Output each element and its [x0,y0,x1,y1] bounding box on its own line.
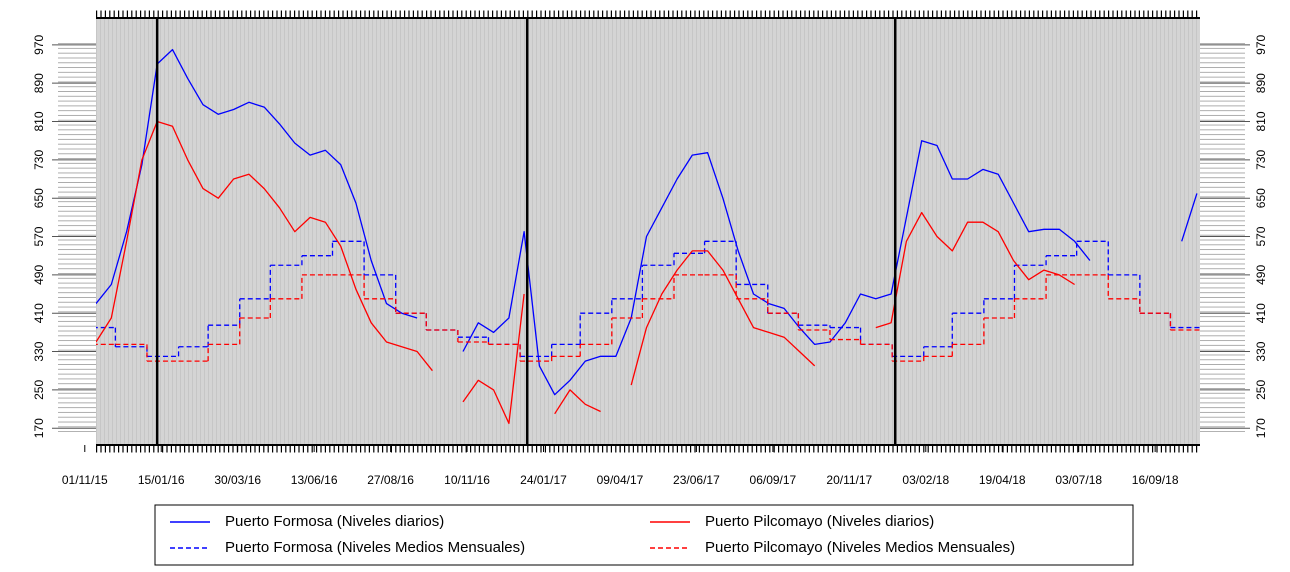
y-tick-label: 330 [32,341,46,361]
x-tick-label: 27/08/16 [367,473,414,487]
x-tick-label: 13/06/16 [291,473,338,487]
y-tick-label: 170 [32,418,46,438]
x-tick-label: 19/04/18 [979,473,1026,487]
x-tick-label: 01/11/15 [62,473,108,487]
x-tick-label: 10/11/16 [444,473,490,487]
y-tick-label-right: 410 [1254,303,1268,323]
legend-label: Puerto Formosa (Niveles diarios) [225,513,444,530]
x-tick-label: 24/01/17 [520,473,567,487]
minor-ticks-left [58,40,96,432]
y-tick-label: 650 [32,188,46,208]
y-tick-label: 730 [32,150,46,170]
daily-line [96,120,1075,425]
x-tick-label: 06/09/17 [750,473,797,487]
y-tick-label: 810 [32,111,46,131]
y-tick-label-right: 250 [1254,380,1268,400]
y-tick-label: 490 [32,265,46,285]
y-tick-label-right: 650 [1254,188,1268,208]
daily-line [96,48,1198,396]
y-tick-label-right: 570 [1254,226,1268,246]
y-tick-label-right: 170 [1254,418,1268,438]
x-tick-label: 15/01/16 [138,473,185,487]
y-tick-label-right: 890 [1254,73,1268,93]
y-tick-label: 250 [32,380,46,400]
x-tick-label: 20/11/17 [826,473,872,487]
y-tick-label-right: 970 [1254,35,1268,55]
x-tick-label: 09/04/17 [597,473,644,487]
plot-background [96,18,1200,445]
legend-label: Puerto Pilcomayo (Niveles diarios) [705,513,934,530]
y-tick-label: 970 [32,35,46,55]
y-tick-label-right: 490 [1254,265,1268,285]
y-tick-label: 570 [32,226,46,246]
minor-ticks-right [1200,40,1245,432]
x-tick-label: 30/03/16 [214,473,261,487]
y-tick-label: 890 [32,73,46,93]
x-tick-label: 23/06/17 [673,473,720,487]
y-tick-label-right: 730 [1254,150,1268,170]
plot-lines [96,48,1200,425]
x-tick-label: 03/07/18 [1055,473,1102,487]
y-tick-label-right: 810 [1254,111,1268,131]
x-tick-label: 03/02/18 [902,473,949,487]
y-tick-label-right: 330 [1254,341,1268,361]
legend: Puerto Formosa (Niveles diarios) Puerto F… [154,504,1134,566]
x-tick-label: 16/09/18 [1132,473,1179,487]
legend-label: Puerto Pilcomayo (Niveles Medios Mensual… [705,539,1015,556]
legend-box [154,504,1134,566]
legend-label: Puerto Formosa (Niveles Medios Mensuales… [225,539,525,556]
y-tick-label: 410 [32,303,46,323]
